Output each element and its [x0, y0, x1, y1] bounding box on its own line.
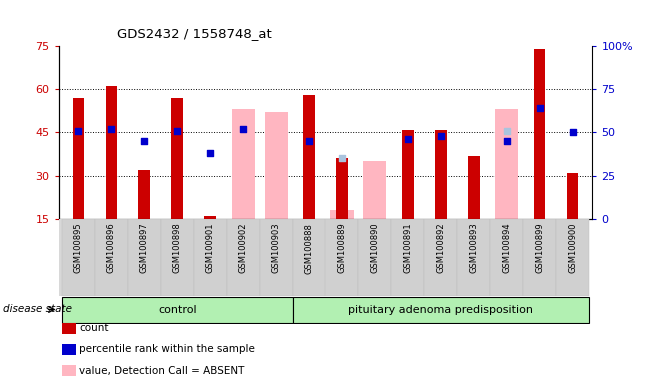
- Bar: [62, 219, 95, 296]
- Bar: [292, 219, 326, 296]
- Text: percentile rank within the sample: percentile rank within the sample: [79, 344, 255, 354]
- Text: GSM100890: GSM100890: [370, 223, 380, 273]
- Text: GSM100899: GSM100899: [535, 223, 544, 273]
- Bar: [73, 98, 84, 219]
- Bar: [227, 219, 260, 296]
- Point: [172, 127, 182, 134]
- Text: GSM100903: GSM100903: [271, 223, 281, 273]
- Text: GSM100898: GSM100898: [173, 223, 182, 273]
- Bar: [391, 219, 424, 296]
- Bar: [359, 219, 391, 296]
- Text: count: count: [79, 323, 109, 333]
- Bar: [567, 173, 578, 219]
- Text: GSM100894: GSM100894: [502, 223, 511, 273]
- Bar: [523, 219, 556, 296]
- Text: GSM100902: GSM100902: [239, 223, 247, 273]
- Bar: [336, 158, 348, 219]
- Bar: [264, 112, 288, 219]
- Bar: [303, 95, 315, 219]
- Point: [501, 127, 512, 134]
- Bar: [424, 219, 457, 296]
- Text: GSM100889: GSM100889: [337, 223, 346, 273]
- Text: GSM100892: GSM100892: [436, 223, 445, 273]
- Point: [238, 126, 248, 132]
- Point: [501, 138, 512, 144]
- Bar: [331, 210, 353, 219]
- Bar: [292, 297, 589, 323]
- Bar: [171, 98, 183, 219]
- Text: GSM100895: GSM100895: [74, 223, 83, 273]
- Text: GSM100888: GSM100888: [305, 223, 314, 273]
- Text: GSM100900: GSM100900: [568, 223, 577, 273]
- Text: control: control: [158, 305, 197, 314]
- Bar: [556, 219, 589, 296]
- Bar: [260, 219, 292, 296]
- Point: [403, 136, 413, 142]
- Point: [139, 138, 150, 144]
- Text: GSM100893: GSM100893: [469, 223, 478, 273]
- Point: [436, 133, 446, 139]
- Point: [534, 105, 545, 111]
- Text: pituitary adenoma predisposition: pituitary adenoma predisposition: [348, 305, 533, 314]
- Text: GSM100896: GSM100896: [107, 223, 116, 273]
- Text: value, Detection Call = ABSENT: value, Detection Call = ABSENT: [79, 366, 245, 376]
- Point: [205, 150, 215, 156]
- Bar: [105, 86, 117, 219]
- Bar: [232, 109, 255, 219]
- Text: GSM100897: GSM100897: [140, 223, 149, 273]
- Text: GDS2432 / 1558748_at: GDS2432 / 1558748_at: [117, 27, 272, 40]
- Bar: [534, 49, 546, 219]
- Bar: [161, 219, 194, 296]
- Text: disease state: disease state: [3, 304, 72, 314]
- Bar: [139, 170, 150, 219]
- Bar: [495, 109, 518, 219]
- Point: [304, 138, 314, 144]
- Bar: [363, 161, 387, 219]
- Point: [73, 127, 83, 134]
- Bar: [468, 156, 480, 219]
- Bar: [326, 219, 359, 296]
- Text: GSM100891: GSM100891: [404, 223, 412, 273]
- Point: [106, 126, 117, 132]
- Bar: [435, 129, 447, 219]
- Point: [337, 155, 347, 161]
- Bar: [457, 219, 490, 296]
- Bar: [490, 219, 523, 296]
- Bar: [204, 216, 216, 219]
- Text: GSM100901: GSM100901: [206, 223, 215, 273]
- Bar: [128, 219, 161, 296]
- Point: [568, 129, 578, 136]
- Bar: [95, 219, 128, 296]
- Bar: [402, 129, 413, 219]
- Bar: [194, 219, 227, 296]
- Bar: [62, 297, 292, 323]
